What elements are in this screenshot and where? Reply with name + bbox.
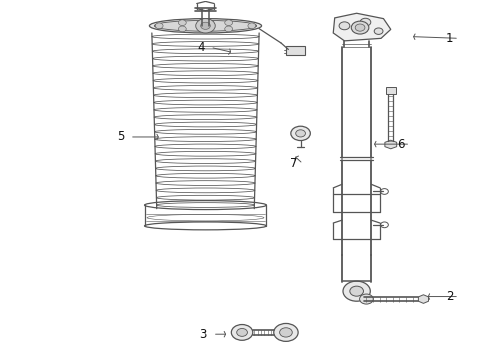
- Circle shape: [295, 130, 305, 137]
- Circle shape: [354, 24, 364, 31]
- Circle shape: [178, 26, 186, 32]
- Circle shape: [350, 21, 368, 34]
- Circle shape: [224, 26, 232, 32]
- Polygon shape: [332, 13, 390, 41]
- Circle shape: [224, 20, 232, 26]
- Text: 7: 7: [289, 157, 297, 170]
- Circle shape: [359, 18, 370, 26]
- Circle shape: [342, 281, 369, 301]
- Text: 2: 2: [445, 290, 452, 303]
- Polygon shape: [384, 140, 396, 149]
- Circle shape: [236, 328, 247, 336]
- Circle shape: [155, 23, 163, 29]
- Text: 3: 3: [199, 328, 206, 341]
- Circle shape: [373, 28, 382, 35]
- Circle shape: [338, 22, 349, 30]
- Text: 1: 1: [445, 32, 452, 45]
- Text: 4: 4: [197, 41, 204, 54]
- Circle shape: [231, 324, 252, 340]
- Circle shape: [200, 22, 210, 30]
- Bar: [285, 46, 305, 55]
- Text: 6: 6: [396, 138, 404, 150]
- Circle shape: [279, 328, 292, 337]
- Circle shape: [178, 20, 186, 26]
- Circle shape: [349, 286, 363, 296]
- Circle shape: [290, 126, 310, 140]
- Circle shape: [273, 323, 298, 341]
- Circle shape: [195, 19, 215, 33]
- Polygon shape: [418, 295, 427, 303]
- Ellipse shape: [154, 21, 256, 31]
- Bar: [385, 87, 395, 94]
- Text: 5: 5: [117, 130, 124, 144]
- Ellipse shape: [149, 19, 261, 33]
- Circle shape: [359, 294, 372, 304]
- Circle shape: [247, 23, 255, 29]
